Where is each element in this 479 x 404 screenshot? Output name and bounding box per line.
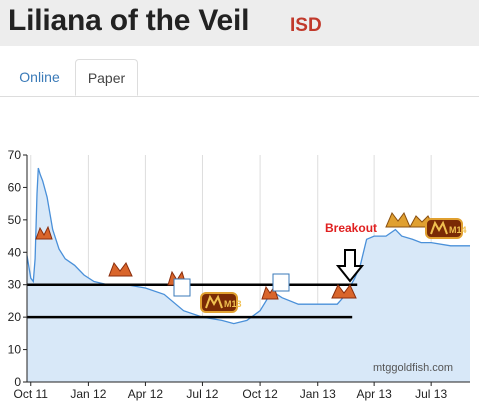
m14-symbol-text: M14 [449, 225, 467, 235]
flame-icon [331, 284, 357, 299]
y-tick-label: 10 [8, 343, 22, 357]
watermark: mtggoldfish.com [373, 362, 453, 374]
x-tick-label: Oct 12 [242, 387, 278, 401]
down-arrow-icon [335, 249, 365, 283]
m13-set-icon: M13 [200, 292, 242, 313]
y-tick-label: 0 [14, 375, 21, 389]
x-tick-label: Apr 13 [356, 387, 392, 401]
x-tick-label: Jul 13 [415, 387, 447, 401]
flame-icon [108, 261, 133, 277]
x-tick-label: Jan 13 [300, 387, 336, 401]
page-header: Liliana of the Veil ISD [0, 0, 479, 46]
flame-icon [385, 212, 411, 228]
tab-paper[interactable]: Paper [75, 59, 138, 96]
breakout-label: Breakout [325, 221, 377, 235]
x-tick-label: Jan 12 [70, 387, 106, 401]
note-marker-icon [173, 278, 191, 297]
series-line [26, 167, 470, 325]
tab-online[interactable]: Online [19, 69, 60, 85]
card-title: Liliana of the Veil [8, 4, 250, 37]
y-tick-label: 70 [8, 148, 22, 162]
m14-set-icon: M14 [425, 218, 467, 239]
y-tick-label: 60 [8, 180, 22, 194]
format-tabs: Online Paper [0, 59, 479, 97]
x-tick-label: Jul 12 [186, 387, 218, 401]
y-tick-label: 30 [8, 278, 22, 292]
flame-icon [35, 225, 53, 240]
note-marker-icon [272, 273, 290, 292]
y-tick-label: 50 [8, 213, 22, 227]
y-tick-label: 20 [8, 310, 22, 324]
price-chart: Oct 11 Jan 12 Apr 12 Jul 12 Oct 12 Jan 13 Apr … [8, 148, 470, 401]
x-tick-label: Oct 11 [14, 387, 49, 401]
series-area [27, 168, 470, 382]
m13-symbol-text: M13 [224, 299, 242, 309]
x-tick-label: Apr 12 [128, 387, 164, 401]
set-code-link[interactable]: ISD [290, 15, 322, 36]
y-tick-label: 40 [8, 245, 22, 259]
